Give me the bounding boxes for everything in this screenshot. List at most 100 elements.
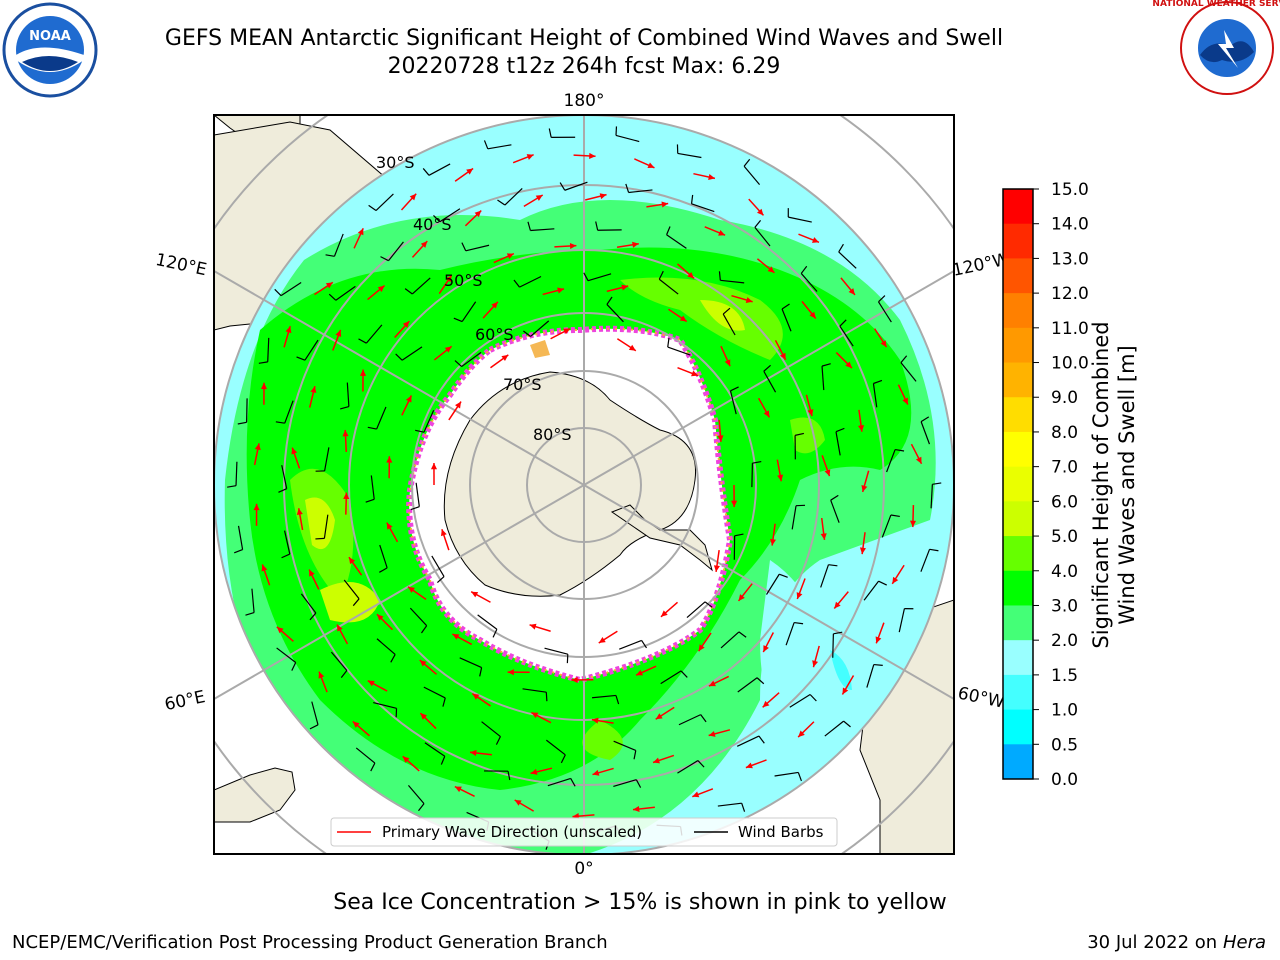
lat-label-80s: 80°S (533, 425, 572, 444)
wave-direction-arrow (757, 397, 771, 418)
colorbar-cell (1003, 466, 1033, 502)
legend-barb-label: Wind Barbs (738, 823, 824, 841)
wind-barb (422, 163, 451, 176)
nws-logo: NATIONAL WEATHER SERVICE (1152, 0, 1280, 95)
wind-barb (300, 593, 317, 621)
wave-direction-arrow (820, 517, 827, 540)
colorbar-tick-label: 13.0 (1051, 249, 1089, 269)
wind-barb (407, 784, 425, 812)
wind-barb (791, 504, 806, 530)
wave-direction-arrow (400, 193, 417, 211)
wind-barb (380, 241, 404, 262)
wave-direction-arrow (833, 591, 849, 610)
wave-direction-arrow (812, 645, 820, 668)
wind-barb (619, 639, 648, 650)
colorbar-cell (1003, 501, 1033, 537)
wave-direction-arrow (897, 384, 909, 405)
wave-direction-arrow (419, 712, 437, 730)
wave-direction-arrow (585, 193, 607, 201)
wind-barb (545, 739, 566, 764)
chart-title-line1: GEFS MEAN Antarctic Significant Height o… (164, 26, 1004, 51)
colorbar-cell (1003, 258, 1033, 294)
colorbar-cell (1003, 327, 1033, 364)
map-frame (213, 114, 955, 855)
wind-barb (800, 265, 818, 292)
colorbar-tick-label: 14.0 (1051, 215, 1089, 235)
colorbar-tick-label: 5.0 (1051, 527, 1078, 547)
wave-direction-arrow (717, 419, 724, 442)
legend-wave-label: Primary Wave Direction (unscaled) (382, 823, 642, 841)
colorbar-cell (1003, 674, 1033, 711)
wave-direction-arrow (634, 158, 655, 169)
wave-direction-arrow (801, 300, 817, 320)
colorbar-frame (1002, 188, 1034, 780)
wave-direction-arrow (493, 252, 515, 264)
wave-direction-arrow (367, 285, 386, 301)
wave-direction-arrow (308, 386, 317, 408)
wind-barb (245, 588, 255, 616)
lon-label-180: 180° (564, 91, 605, 111)
wind-barb (547, 777, 576, 787)
wind-barb (820, 564, 838, 588)
wind-barb (237, 398, 248, 425)
colorbar-tick-label: 0.5 (1051, 735, 1078, 755)
wind-barb (583, 272, 612, 282)
lat-label-40s: 40°S (413, 215, 452, 234)
wave-direction-arrow (692, 788, 714, 798)
map-legend: Primary Wave Direction (unscaled) Wind B… (330, 817, 838, 847)
wind-barb (678, 714, 707, 726)
wave-direction-arrow (296, 508, 304, 531)
wave-direction-arrow (668, 308, 688, 323)
wind-barb (733, 533, 744, 560)
wind-barb (781, 303, 792, 332)
wave-direction-arrow (858, 409, 865, 432)
colorbar-label-line2: Wind Waves and Swell [m] (1115, 345, 1139, 625)
wind-barb (920, 548, 939, 572)
africa-landmass (214, 767, 296, 823)
wind-barb (690, 194, 715, 213)
wave-direction-arrow (318, 671, 328, 693)
wind-barb (832, 631, 843, 658)
wave-direction-arrow (261, 564, 271, 586)
wave-direction-arrow (861, 470, 870, 493)
colorbar-tick-label: 1.0 (1051, 701, 1078, 721)
footer-date: 30 Jul 2022 on Hera (1087, 932, 1266, 953)
wave-direction-arrow (745, 759, 767, 769)
wave-direction-arrow (253, 443, 261, 466)
lat-label-30s: 30°S (376, 153, 415, 172)
wind-barb (365, 475, 375, 503)
wind-barb (785, 621, 804, 646)
wave-direction-arrow (430, 462, 438, 486)
footer-credit: NCEP/EMC/Verification Post Processing Pr… (12, 932, 608, 953)
wave-direction-arrow (471, 693, 491, 707)
wave-direction-arrow (632, 805, 655, 813)
wind-barb (737, 677, 765, 693)
wave-direction-arrow (909, 505, 917, 528)
wind-barb (559, 181, 588, 191)
wind-barb (830, 494, 840, 523)
wind-barb (625, 183, 653, 194)
wind-barb (613, 779, 642, 788)
wave-direction-arrow (606, 284, 629, 293)
wave-direction-arrow (523, 194, 544, 208)
wave-direction-arrow (797, 721, 815, 738)
wave-direction-arrow (571, 676, 594, 683)
wind-barb (751, 460, 762, 488)
wave-direction-arrow (454, 785, 475, 798)
wave-direction-arrow (514, 799, 535, 812)
wind-barb (424, 742, 446, 765)
wave-direction-arrow (529, 623, 551, 632)
colorbar-ticks: 15.0 14.0 13.0 12.0 11.0 10.0 9.0 8.0 7.0 6.0 5.0 4… (1033, 180, 1089, 790)
colorbar-tick-label: 4.0 (1051, 562, 1078, 582)
wave-direction-arrow (550, 327, 571, 340)
wind-barb (461, 242, 490, 252)
wind-barb (686, 601, 713, 619)
wind-barb (824, 720, 851, 737)
wave-direction-arrows (253, 152, 923, 820)
wave-direction-arrow (376, 613, 394, 631)
wind-barb (548, 128, 576, 138)
colorbar-cell (1003, 189, 1033, 225)
wave-direction-arrow (731, 484, 738, 508)
wind-barb (423, 686, 446, 707)
wind-barb (835, 427, 845, 456)
